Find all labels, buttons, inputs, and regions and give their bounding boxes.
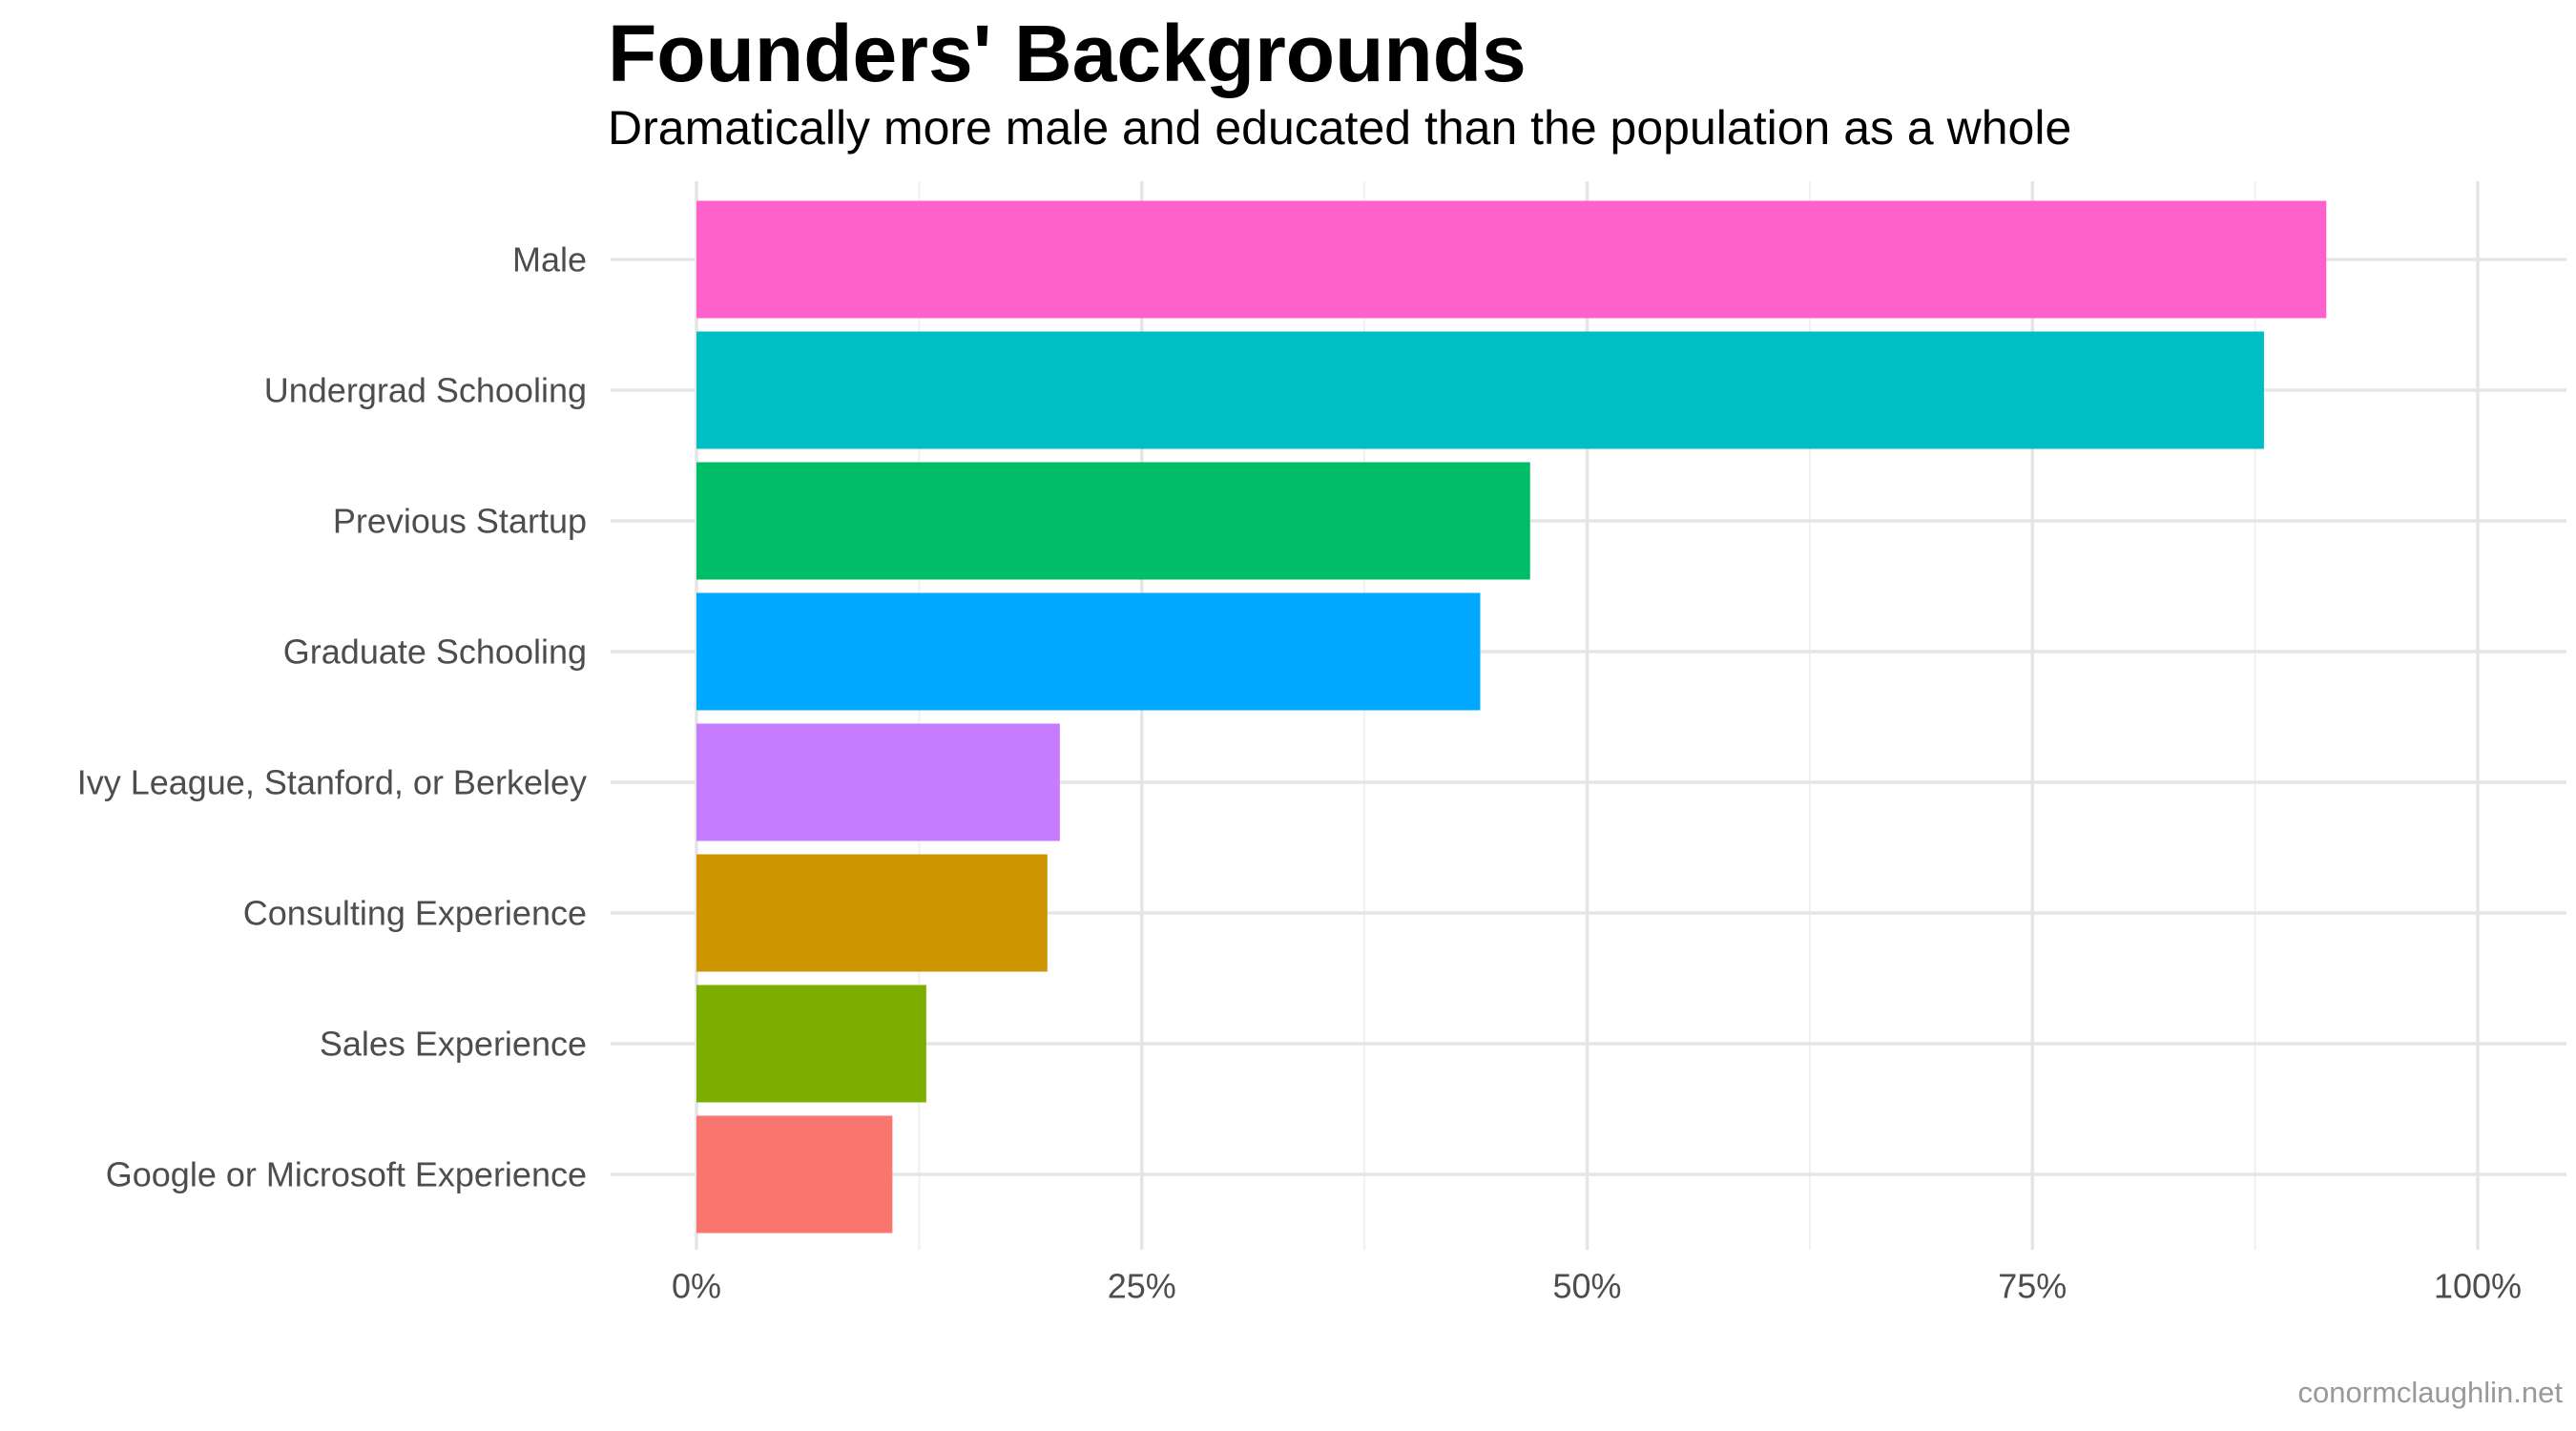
bar-ivy-league-stanford-or-berkeley (696, 723, 1060, 841)
x-axis-ticks: 0% 25% 50% 75% 100% (672, 1267, 2522, 1306)
bar-sales-experience (696, 985, 926, 1103)
x-tick-label: 50% (1552, 1267, 1621, 1306)
x-tick-label: 75% (1998, 1267, 2067, 1306)
bar-male (696, 200, 2327, 319)
source-caption: conormclaughlin.net (2297, 1376, 2563, 1409)
chart-title: Founders' Backgrounds (608, 9, 1527, 98)
category-label: Sales Experience (320, 1025, 587, 1064)
bar-graduate-schooling (696, 592, 1481, 711)
x-tick-label: 0% (672, 1267, 721, 1306)
bar-previous-startup (696, 462, 1530, 580)
bars (696, 200, 2327, 1234)
x-tick-label: 25% (1108, 1267, 1176, 1306)
x-tick-label: 100% (2434, 1267, 2522, 1306)
bar-consulting-experience (696, 854, 1048, 972)
category-label: Undergrad Schooling (264, 371, 587, 410)
category-labels: Male Undergrad Schooling Previous Startup G… (77, 240, 587, 1194)
category-label: Previous Startup (333, 502, 587, 541)
category-label: Ivy League, Stanford, or Berkeley (77, 763, 587, 802)
category-label: Consulting Experience (243, 894, 587, 933)
chart-subtitle: Dramatically more male and educated than… (608, 101, 2072, 155)
category-label: Male (512, 240, 587, 280)
category-label: Graduate Schooling (283, 633, 587, 672)
bar-google-or-microsoft-experience (696, 1115, 893, 1234)
category-label: Google or Microsoft Experience (106, 1155, 587, 1194)
bar-undergrad-schooling (696, 331, 2264, 449)
